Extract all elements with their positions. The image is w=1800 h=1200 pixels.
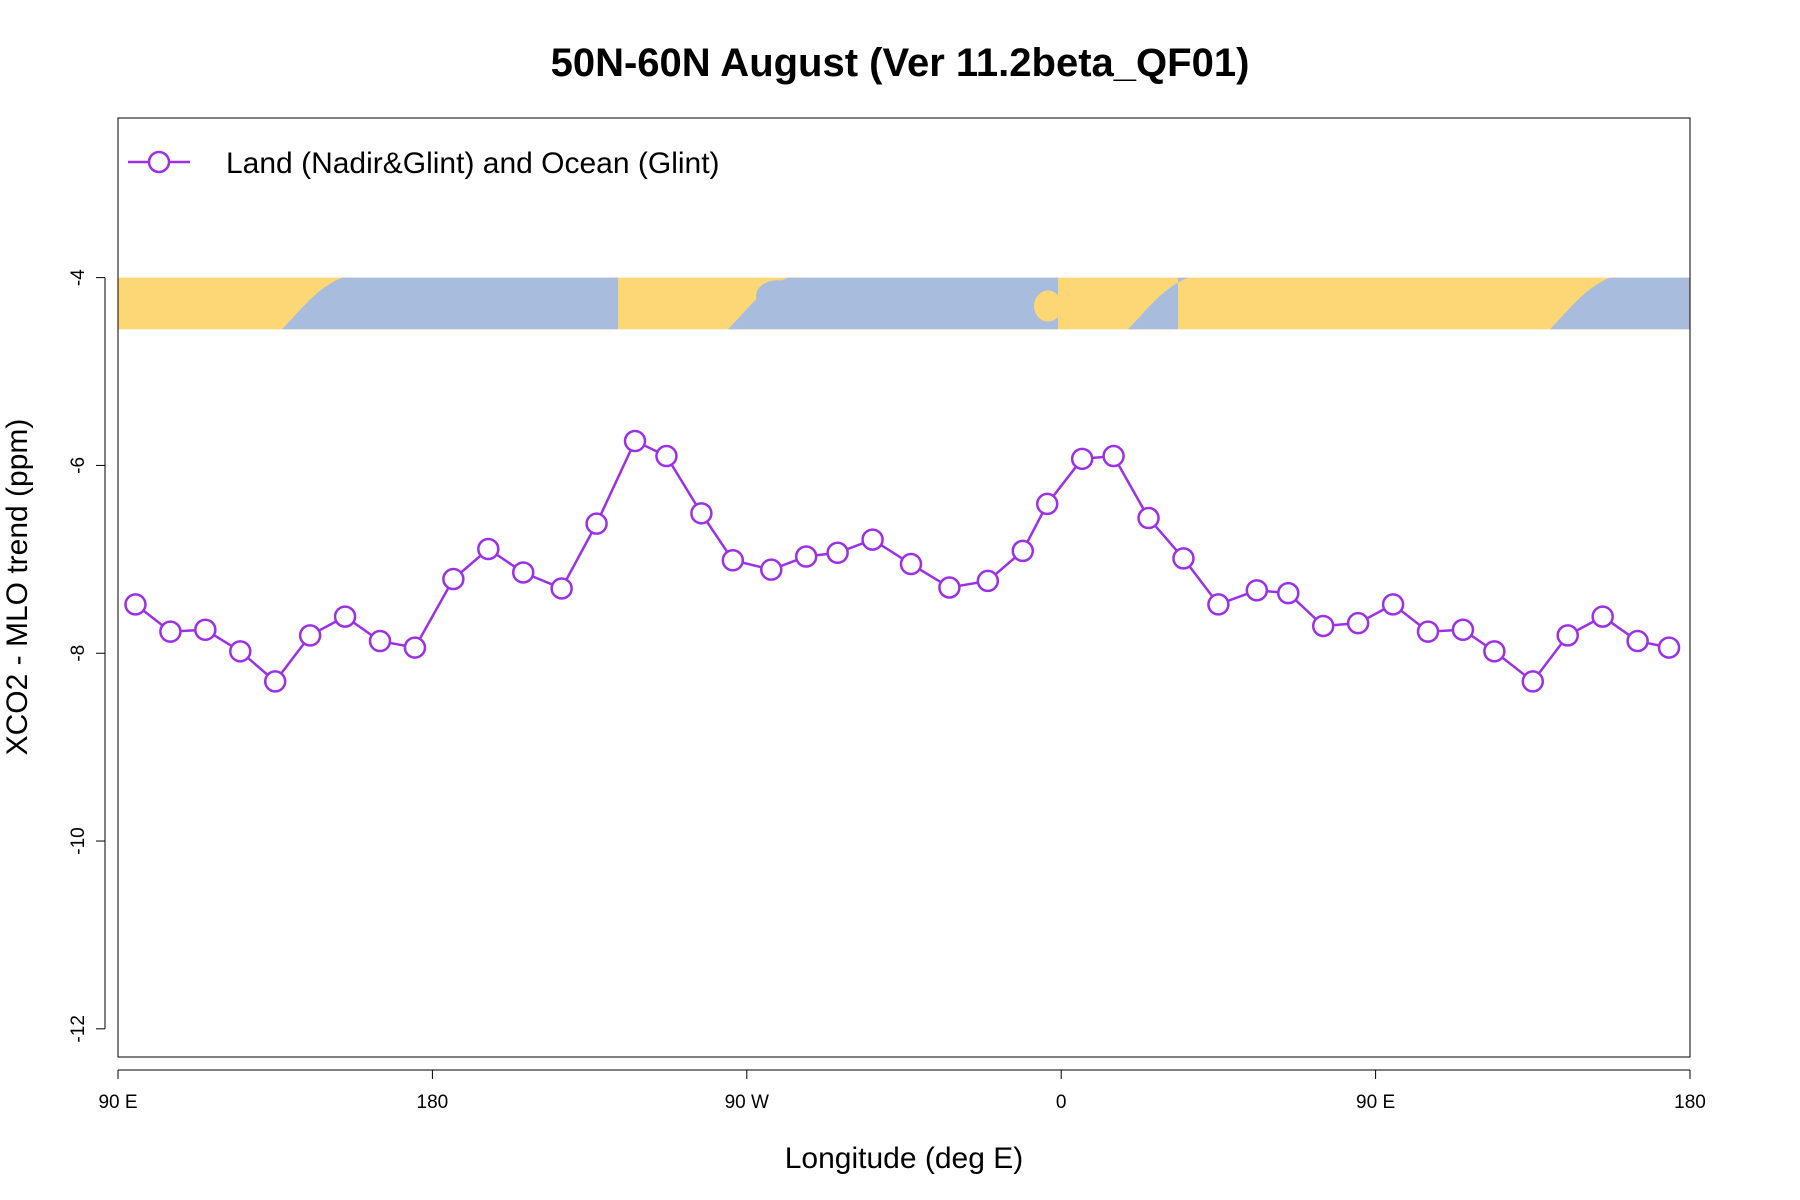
data-point [826,541,849,565]
data-point [1381,593,1405,616]
x-tick-label: 90 W [725,1092,769,1113]
data-point [1207,593,1230,616]
data-point [1657,636,1681,659]
map-ocean-atlantic [728,277,1058,330]
data-point [721,549,745,572]
x-tick-label: 0 [1056,1092,1067,1113]
data-point [976,569,1000,593]
y-axis-label: XCO2 - MLO trend (ppm) [1,419,34,756]
data-point [229,640,252,663]
series-points [124,429,1681,693]
legend-label: Land (Nadir&Glint) and Ocean (Glint) [226,147,720,180]
data-point [1011,539,1035,563]
plot-area-frame [117,117,1691,1058]
data-point [1277,581,1300,605]
y-tick-label: -12 [68,1015,89,1042]
data-point [1137,506,1160,530]
data-point [403,636,427,659]
y-tick-label: -4 [68,269,89,286]
map-ocean-pacific-2 [1550,277,1690,330]
y-tick-label: -6 [68,457,89,474]
data-point [1416,620,1440,643]
x-axis: 90 E 180 90 W 0 90 E 180 [98,1069,1706,1113]
data-point [194,618,217,642]
data-point [1311,614,1335,638]
y-tick-label: -10 [68,827,89,854]
map-ocean-pacific-1 [282,277,618,330]
data-point [368,629,392,653]
data-point [1451,618,1475,642]
data-point [1070,447,1094,471]
chart-title: 50N-60N August (Ver 11.2beta_QF01) [551,41,1250,85]
data-point [585,512,608,535]
data-point [298,624,322,647]
data-point [690,502,713,525]
data-point [477,537,500,561]
x-tick-label: 180 [1674,1092,1706,1113]
data-point [655,444,678,468]
data-point [1346,611,1370,635]
data-point [1521,670,1545,693]
data-point [938,576,961,599]
data-point [794,545,818,568]
legend-point-marker [147,150,171,174]
data-point [333,605,357,628]
data-point [1556,624,1579,647]
y-axis: -4 -6 -8 -10 -12 [68,269,106,1043]
data-point [760,558,783,581]
data-point [550,577,573,600]
data-point [1102,444,1125,468]
data-point [1591,605,1614,628]
data-point [1483,640,1506,663]
data-point [1035,492,1059,516]
x-tick-label: 90 E [98,1092,137,1113]
map-hudson-bay [756,280,800,312]
data-point [124,593,147,616]
x-tick-label: 90 E [1356,1092,1395,1113]
legend: Land (Nadir&Glint) and Ocean (Glint) [128,147,720,180]
data-point [1626,629,1649,653]
data-point [899,552,923,576]
x-axis-label: Longitude (deg E) [785,1142,1024,1175]
map-uk-island-water [1034,290,1062,322]
data-point [1245,579,1269,602]
data-point [442,567,465,591]
data-point [511,561,535,584]
data-point [1172,547,1195,570]
x-tick-label: 180 [417,1092,449,1113]
map-ocean-baltic [1128,277,1188,330]
data-point [263,670,287,693]
y-tick-label: -8 [68,645,89,662]
world-map-strip [118,277,1690,330]
data-point [159,620,182,643]
data-point [861,528,884,551]
data-point [623,429,647,453]
